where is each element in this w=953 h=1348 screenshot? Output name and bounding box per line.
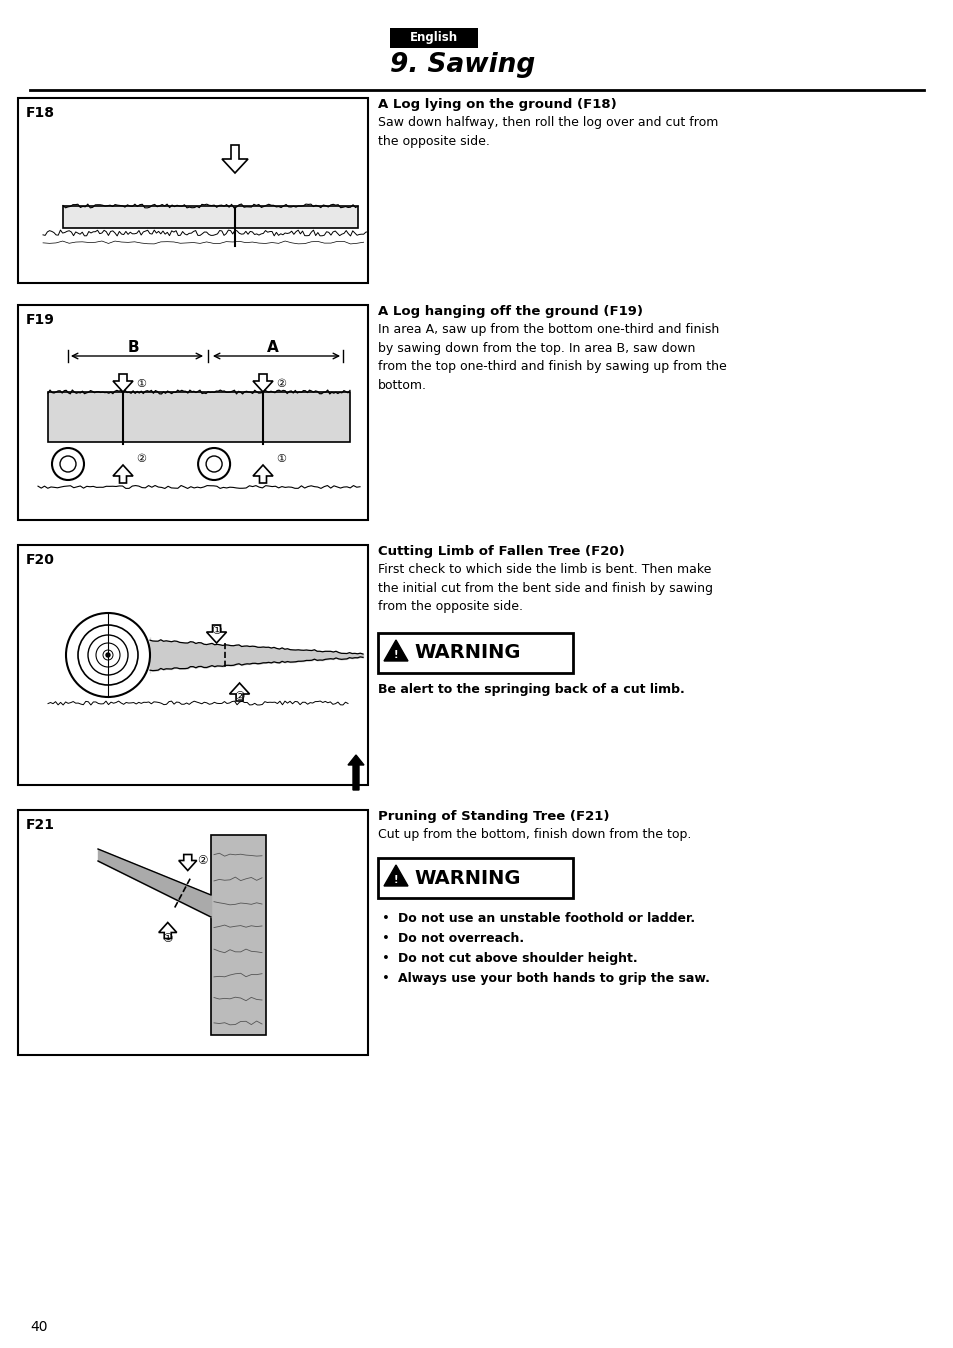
Text: F20: F20 xyxy=(26,553,55,568)
Text: Pruning of Standing Tree (F21): Pruning of Standing Tree (F21) xyxy=(377,810,609,824)
Text: English: English xyxy=(410,31,457,44)
Bar xyxy=(48,392,350,442)
Text: !: ! xyxy=(394,875,397,886)
Polygon shape xyxy=(384,640,408,661)
Polygon shape xyxy=(230,683,250,701)
Bar xyxy=(18,545,368,785)
Bar xyxy=(377,857,573,898)
Text: Be alert to the springing back of a cut limb.: Be alert to the springing back of a cut … xyxy=(377,683,684,696)
Polygon shape xyxy=(222,146,248,173)
Polygon shape xyxy=(348,755,364,790)
Text: WARNING: WARNING xyxy=(414,643,520,662)
Bar xyxy=(18,305,368,520)
Polygon shape xyxy=(253,373,273,392)
Text: First check to which side the limb is bent. Then make: First check to which side the limb is be… xyxy=(377,563,711,576)
Polygon shape xyxy=(178,855,196,871)
Text: ①: ① xyxy=(162,931,172,945)
Text: •: • xyxy=(381,972,390,985)
Bar xyxy=(63,206,357,228)
Bar xyxy=(377,634,573,673)
Polygon shape xyxy=(384,865,408,886)
Text: ①: ① xyxy=(136,379,146,390)
Text: WARNING: WARNING xyxy=(414,868,520,887)
Polygon shape xyxy=(158,922,176,938)
Text: Saw down halfway, then roll the log over and cut from: Saw down halfway, then roll the log over… xyxy=(377,116,718,129)
Polygon shape xyxy=(207,625,226,643)
Text: Do not overreach.: Do not overreach. xyxy=(397,931,523,945)
Text: •: • xyxy=(381,931,390,945)
Text: ①: ① xyxy=(275,454,286,464)
Text: the opposite side.: the opposite side. xyxy=(377,135,489,147)
Text: ②: ② xyxy=(197,853,208,867)
Text: 40: 40 xyxy=(30,1320,48,1335)
Text: ②: ② xyxy=(275,379,286,390)
Polygon shape xyxy=(253,465,273,483)
Text: 9. Sawing: 9. Sawing xyxy=(390,53,535,78)
Text: Do not use an unstable foothold or ladder.: Do not use an unstable foothold or ladde… xyxy=(397,913,695,925)
Circle shape xyxy=(106,652,110,656)
Text: Do not cut above shoulder height.: Do not cut above shoulder height. xyxy=(397,952,637,965)
Text: ②: ② xyxy=(136,454,146,464)
Polygon shape xyxy=(112,373,132,392)
Text: from the opposite side.: from the opposite side. xyxy=(377,600,522,613)
Polygon shape xyxy=(112,465,132,483)
Text: ②: ② xyxy=(234,690,245,704)
Text: by sawing down from the top. In area B, saw down: by sawing down from the top. In area B, … xyxy=(377,341,695,355)
Text: ①: ① xyxy=(211,624,221,636)
Bar xyxy=(211,834,266,1035)
Text: A Log lying on the ground (F18): A Log lying on the ground (F18) xyxy=(377,98,616,111)
Text: !: ! xyxy=(394,650,397,661)
Text: F21: F21 xyxy=(26,818,55,832)
Text: Always use your both hands to grip the saw.: Always use your both hands to grip the s… xyxy=(397,972,709,985)
Text: Cutting Limb of Fallen Tree (F20): Cutting Limb of Fallen Tree (F20) xyxy=(377,545,624,558)
Text: from the top one-third and finish by sawing up from the: from the top one-third and finish by saw… xyxy=(377,360,726,373)
Text: •: • xyxy=(381,952,390,965)
Bar xyxy=(390,28,477,49)
Text: •: • xyxy=(381,913,390,925)
Text: F18: F18 xyxy=(26,106,55,120)
Text: In area A, saw up from the bottom one-third and finish: In area A, saw up from the bottom one-th… xyxy=(377,324,719,336)
Bar xyxy=(18,98,368,283)
Text: F19: F19 xyxy=(26,313,55,328)
Text: A Log hanging off the ground (F19): A Log hanging off the ground (F19) xyxy=(377,305,642,318)
Text: B: B xyxy=(127,340,139,355)
Text: Cut up from the bottom, finish down from the top.: Cut up from the bottom, finish down from… xyxy=(377,828,691,841)
Text: A: A xyxy=(267,340,278,355)
Text: the initial cut from the bent side and finish by sawing: the initial cut from the bent side and f… xyxy=(377,581,712,594)
Bar xyxy=(18,810,368,1055)
Text: bottom.: bottom. xyxy=(377,379,427,392)
